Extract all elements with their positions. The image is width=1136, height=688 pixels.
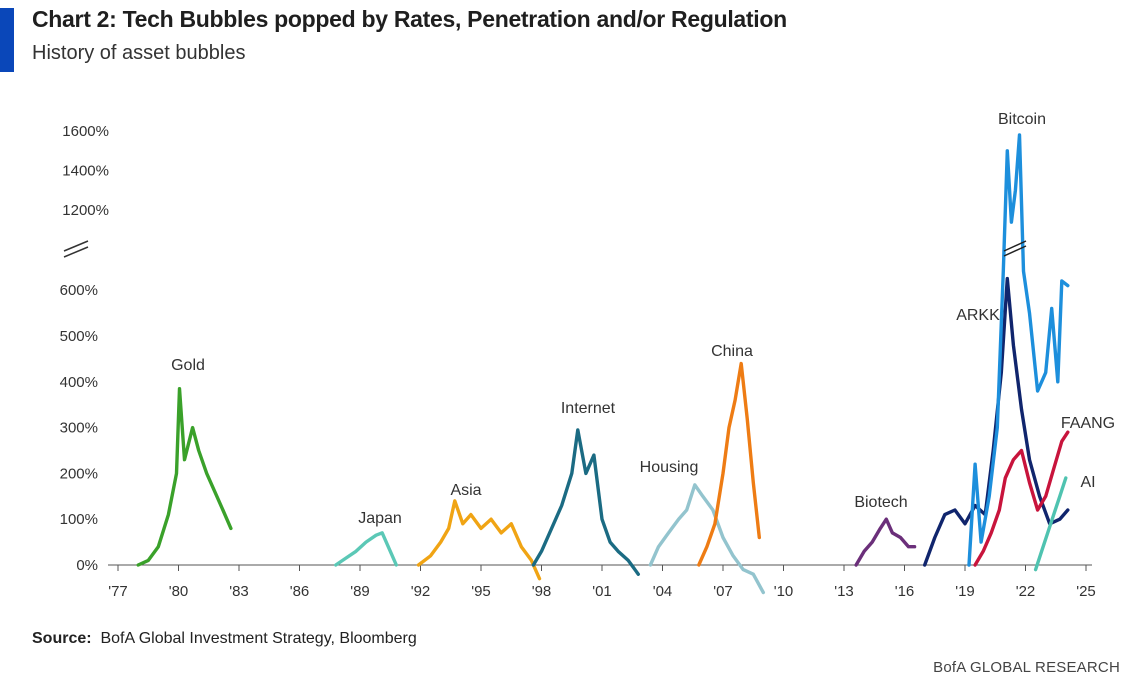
x-tick-label: '10	[774, 583, 794, 600]
y-tick-label: 0%	[76, 557, 98, 574]
series-label-japan: Japan	[358, 510, 402, 527]
y-tick-label: 1600%	[62, 123, 109, 140]
series-line-housing	[648, 483, 765, 595]
x-tick-label: '77	[108, 583, 128, 600]
y-tick-label: 500%	[60, 328, 98, 345]
series-label-internet: Internet	[561, 400, 616, 417]
series-label-arkk: ARKK	[956, 307, 1000, 324]
x-tick-label: '16	[895, 583, 915, 600]
series-label-gold: Gold	[171, 357, 205, 374]
series-line-internet	[531, 428, 640, 576]
series-line-asia	[416, 499, 542, 581]
series-label-china: China	[711, 343, 753, 360]
chart-subtitle: History of asset bubbles	[32, 42, 246, 64]
series-label-biotech: Biotech	[854, 494, 907, 511]
axis-break-mark	[63, 240, 89, 252]
chart-title: Chart 2: Tech Bubbles popped by Rates, P…	[32, 6, 787, 32]
series-line-biotech	[854, 517, 917, 567]
brand-label: BofA GLOBAL RESEARCH	[933, 659, 1120, 676]
series-line-arkk	[923, 276, 1070, 567]
axis-break-mark	[63, 246, 89, 258]
series-line-gold	[136, 387, 233, 567]
series-label-asia: Asia	[450, 482, 481, 499]
x-tick-label: '95	[471, 583, 491, 600]
y-tick-label: 200%	[60, 465, 98, 482]
series-line-bitcoin	[967, 133, 1070, 567]
x-tick-label: '19	[955, 583, 975, 600]
x-tick-label: '92	[411, 583, 431, 600]
x-tick-label: '13	[834, 583, 854, 600]
x-tick-label: '25	[1076, 583, 1096, 600]
series-break-mark	[1003, 240, 1027, 252]
series-line-ai	[1033, 476, 1068, 572]
series-line-faang	[973, 430, 1070, 567]
x-tick-label: '04	[653, 583, 673, 600]
x-tick-label: '80	[169, 583, 189, 600]
x-tick-label: '01	[592, 583, 612, 600]
source-label: Source:	[32, 630, 92, 647]
x-tick-label: '22	[1016, 583, 1036, 600]
y-tick-label: 300%	[60, 420, 98, 437]
x-tick-label: '89	[350, 583, 370, 600]
y-tick-label: 100%	[60, 511, 98, 528]
source-text: BofA Global Investment Strategy, Bloombe…	[100, 630, 417, 647]
series-label-faang: FAANG	[1061, 415, 1115, 432]
series-label-bitcoin: Bitcoin	[998, 111, 1046, 128]
y-tick-label: 1400%	[62, 163, 109, 180]
x-tick-label: '83	[229, 583, 249, 600]
x-tick-label: '86	[290, 583, 310, 600]
y-tick-label: 600%	[60, 282, 98, 299]
x-tick-label: '98	[532, 583, 552, 600]
y-tick-label: 1200%	[62, 202, 109, 219]
accent-bar	[0, 8, 14, 72]
x-tick-label: '07	[713, 583, 733, 600]
source-note: Source: BofA Global Investment Strategy,…	[32, 630, 417, 648]
series-break-mark	[1003, 245, 1027, 257]
series-label-housing: Housing	[640, 459, 699, 476]
series-line-japan	[334, 531, 398, 567]
series-label-ai: AI	[1080, 474, 1095, 491]
y-tick-label: 400%	[60, 374, 98, 391]
series-line-china	[697, 361, 761, 567]
